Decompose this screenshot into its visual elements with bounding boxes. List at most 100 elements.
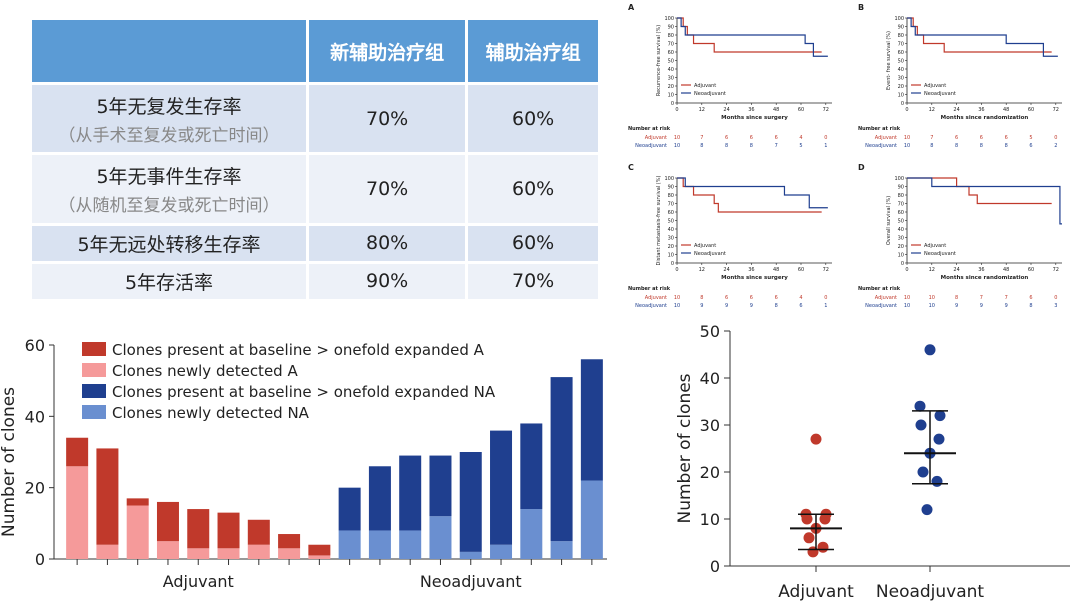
risk-value: 2 (1054, 143, 1057, 149)
legend-swatch (82, 405, 106, 419)
data-point (934, 410, 946, 422)
y-tick-label: 0 (901, 101, 904, 107)
cell-adjuvant: 70% (468, 263, 598, 302)
risk-value: 1 (824, 143, 827, 149)
bar-segment-expanded (338, 487, 361, 531)
data-point (921, 504, 933, 516)
group-label: Neoadjuvant (420, 572, 522, 591)
y-tick-label: 50 (668, 219, 674, 225)
risk-value: 7 (980, 295, 983, 301)
row-label-text: 5年无复发生存率 (96, 95, 242, 118)
cell-neoadjuvant: 70% (309, 85, 469, 156)
x-tick-label: 24 (723, 107, 729, 113)
x-tick-label: 0 (675, 107, 678, 113)
clone-scatter-chart: 0 10 20 30 40 50 Number of clones Adjuvant Neoad… (675, 322, 1070, 602)
risk-value: 8 (955, 143, 958, 149)
risk-value: 6 (1005, 135, 1008, 141)
legend-label: Clones present at baseline > onefold exp… (112, 341, 485, 359)
km-curve-adjuvant (907, 177, 1052, 205)
legend-label: Neoadjuvant (924, 251, 956, 257)
y-tick-label: 30 (898, 76, 904, 82)
km-curve-neoadjuvant (907, 17, 1058, 57)
y-axis-label: Event- free survival (%) (886, 31, 892, 90)
x-tick-label: 60 (1028, 267, 1034, 273)
x-tick-label: Adjuvant (778, 582, 854, 602)
bar-segment-expanded (308, 544, 331, 556)
table-header-neoadjuvant: 新辅助治疗组 (309, 20, 469, 85)
x-tick-label: 72 (823, 107, 829, 113)
y-tick-label: 30 (898, 236, 904, 242)
y-tick-label: 30 (700, 416, 720, 435)
y-tick-label: 10 (668, 253, 674, 259)
data-point (810, 433, 822, 445)
risk-value: 9 (1005, 303, 1008, 309)
risk-value: 6 (725, 135, 728, 141)
row-label-text: 5年无事件生存率 (96, 166, 242, 189)
x-tick-label: 24 (723, 267, 729, 273)
x-tick-label: 0 (675, 267, 678, 273)
risk-row-label: Adjuvant (645, 135, 667, 141)
data-point (917, 466, 929, 478)
x-tick-label: 72 (1053, 107, 1059, 113)
bar-segment-newly-detected (580, 480, 603, 559)
y-tick-label: 0 (710, 557, 720, 576)
y-tick-label: 60 (668, 210, 674, 216)
x-axis-label: Months since randomization (941, 115, 1029, 121)
y-tick-label: 40 (898, 67, 904, 73)
y-tick-label: 60 (25, 336, 45, 355)
bar-segment-newly-detected (459, 551, 482, 559)
y-tick-label: 10 (700, 510, 720, 529)
bar-segment-expanded (66, 437, 89, 467)
x-tick-label: 48 (773, 107, 779, 113)
y-tick-label: 10 (898, 253, 904, 259)
group-label: Adjuvant (163, 572, 234, 591)
panel-label: D (858, 163, 865, 172)
x-axis-label: Months since randomization (941, 275, 1029, 281)
risk-value: 5 (799, 143, 802, 149)
risk-value: 0 (1054, 135, 1057, 141)
bar-segment-expanded (429, 455, 452, 517)
y-tick-label: 0 (671, 101, 674, 107)
risk-value: 4 (799, 135, 802, 141)
x-tick-label: 36 (978, 267, 984, 273)
y-axis-label: Number of clones (0, 387, 19, 537)
bar-segment-newly-detected (96, 544, 119, 559)
data-point (933, 433, 945, 445)
table-header-row: 新辅助治疗组 辅助治疗组 (32, 20, 598, 85)
data-point (924, 344, 936, 356)
y-tick-label: 40 (25, 407, 45, 426)
risk-value: 8 (725, 143, 728, 149)
y-tick-label: 0 (35, 550, 45, 569)
x-tick-label: Neoadjuvant (876, 582, 985, 602)
risk-value: 0 (824, 295, 827, 301)
y-tick-label: 50 (898, 219, 904, 225)
cell-neoadjuvant: 80% (309, 225, 469, 264)
bar-segment-newly-detected (338, 530, 361, 559)
bar-segment-expanded (550, 377, 573, 542)
data-point (819, 513, 831, 525)
risk-value: 10 (674, 303, 680, 309)
km-curve-neoadjuvant (677, 17, 828, 57)
y-tick-label: 50 (700, 322, 720, 341)
y-tick-label: 20 (668, 244, 674, 250)
y-tick-label: 90 (898, 25, 904, 31)
legend-label: Clones newly detected A (112, 362, 298, 380)
risk-row-label: Adjuvant (875, 135, 897, 141)
risk-value: 10 (904, 143, 910, 149)
y-tick-label: 20 (668, 84, 674, 90)
risk-value: 7 (1005, 295, 1008, 301)
x-tick-label: 12 (699, 267, 705, 273)
data-point (807, 546, 819, 558)
risk-value: 8 (1029, 303, 1032, 309)
y-axis-label: Recurrence-free survival (%) (656, 25, 662, 96)
bar-segment-expanded (187, 509, 210, 549)
y-tick-label: 80 (898, 33, 904, 39)
y-tick-label: 90 (668, 185, 674, 191)
y-tick-label: 40 (700, 369, 720, 388)
x-tick-label: 36 (748, 267, 754, 273)
cell-adjuvant: 60% (468, 85, 598, 156)
risk-value: 10 (674, 135, 680, 141)
y-tick-label: 80 (668, 193, 674, 199)
risk-value: 8 (930, 143, 933, 149)
